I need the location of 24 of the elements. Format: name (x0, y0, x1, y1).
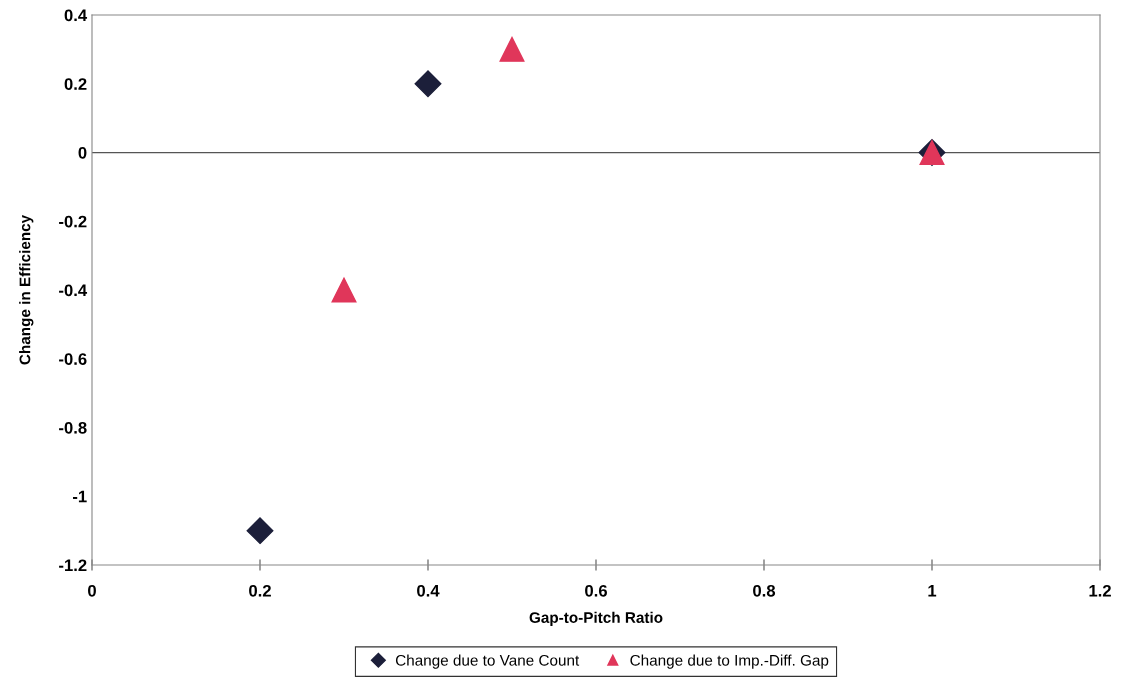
x-tick-label: 0.2 (249, 584, 271, 597)
point (331, 277, 357, 303)
y-tick-label: -1 (72, 490, 87, 503)
x-tick-label: 1.2 (1089, 584, 1111, 597)
y-tick-label: -0.2 (59, 215, 87, 228)
legend-label: Change due to Imp.-Diff. Gap (630, 654, 829, 669)
y-tick-label: 0.2 (64, 78, 87, 90)
legend-label: Change due to Vane Count (395, 654, 580, 669)
y-axis-title: Change in Efficiency (19, 214, 34, 365)
y-tick-label: -1.2 (59, 559, 87, 572)
y-tick-label: 0 (78, 146, 87, 159)
x-tick-label: 0 (88, 584, 96, 597)
y-tick-label: -0.4 (59, 284, 88, 297)
x-axis-title: Gap-to-Pitch Ratio (529, 611, 663, 626)
y-tick-label: -0.8 (59, 421, 87, 434)
y-tick-label: -0.6 (59, 353, 87, 365)
x-tick-label: 0.8 (753, 584, 776, 597)
x-tick-label: 1 (928, 585, 937, 597)
point (499, 36, 525, 62)
x-tick-label: 0.6 (585, 584, 607, 597)
x-tick-label: 0.4 (417, 584, 440, 597)
point (246, 517, 274, 545)
y-tick-label: 0.4 (64, 9, 88, 22)
point (414, 70, 442, 98)
